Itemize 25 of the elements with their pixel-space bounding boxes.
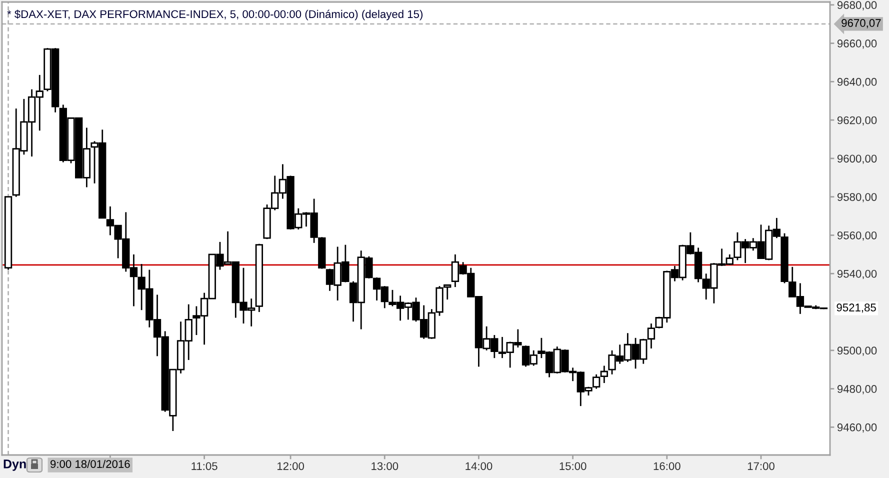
x-tick-label: 14:00	[466, 462, 492, 470]
x-tick-label: 11:05	[192, 462, 218, 470]
y-tick-label: 9640,00	[837, 78, 877, 88]
text: * $DAX-XET, DAX PERFORMANCE-INDEX, 5, 00:00-00:00 (Dinámico) (delayed 15)	[7, 10, 422, 20]
y-tick-label: 9560,00	[837, 231, 877, 241]
candlestick	[436, 285, 444, 317]
text: 9:00 18/01/2016	[50, 460, 130, 468]
y-tick-label: 9540,00	[837, 270, 877, 280]
x-tick-label: 17:00	[748, 462, 774, 470]
y-tick-label: 9480,00	[837, 385, 877, 394]
x-tick-label: 12:00	[277, 462, 304, 470]
x-tick-label: 16:00	[654, 462, 680, 470]
y-tick-label: 9660,00	[837, 40, 877, 49]
annotation: 9521,85	[836, 304, 876, 313]
y-tick-label: 9680,00	[837, 1, 877, 10]
y-tick-label: 9600,00	[837, 154, 877, 164]
y-tick-label: 9620,00	[837, 116, 877, 126]
y-tick-label: 9500,00	[837, 346, 877, 356]
x-tick-label: 15:00	[560, 462, 586, 470]
y-tick-label: 9460,00	[837, 423, 877, 433]
x-tick-label: 13:00	[372, 462, 398, 470]
ref-line-label: 9670,07	[842, 19, 881, 28]
text: Dyn	[4, 460, 26, 471]
candlestick	[444, 284, 452, 300]
y-tick-label: 9580,00	[837, 193, 877, 202]
